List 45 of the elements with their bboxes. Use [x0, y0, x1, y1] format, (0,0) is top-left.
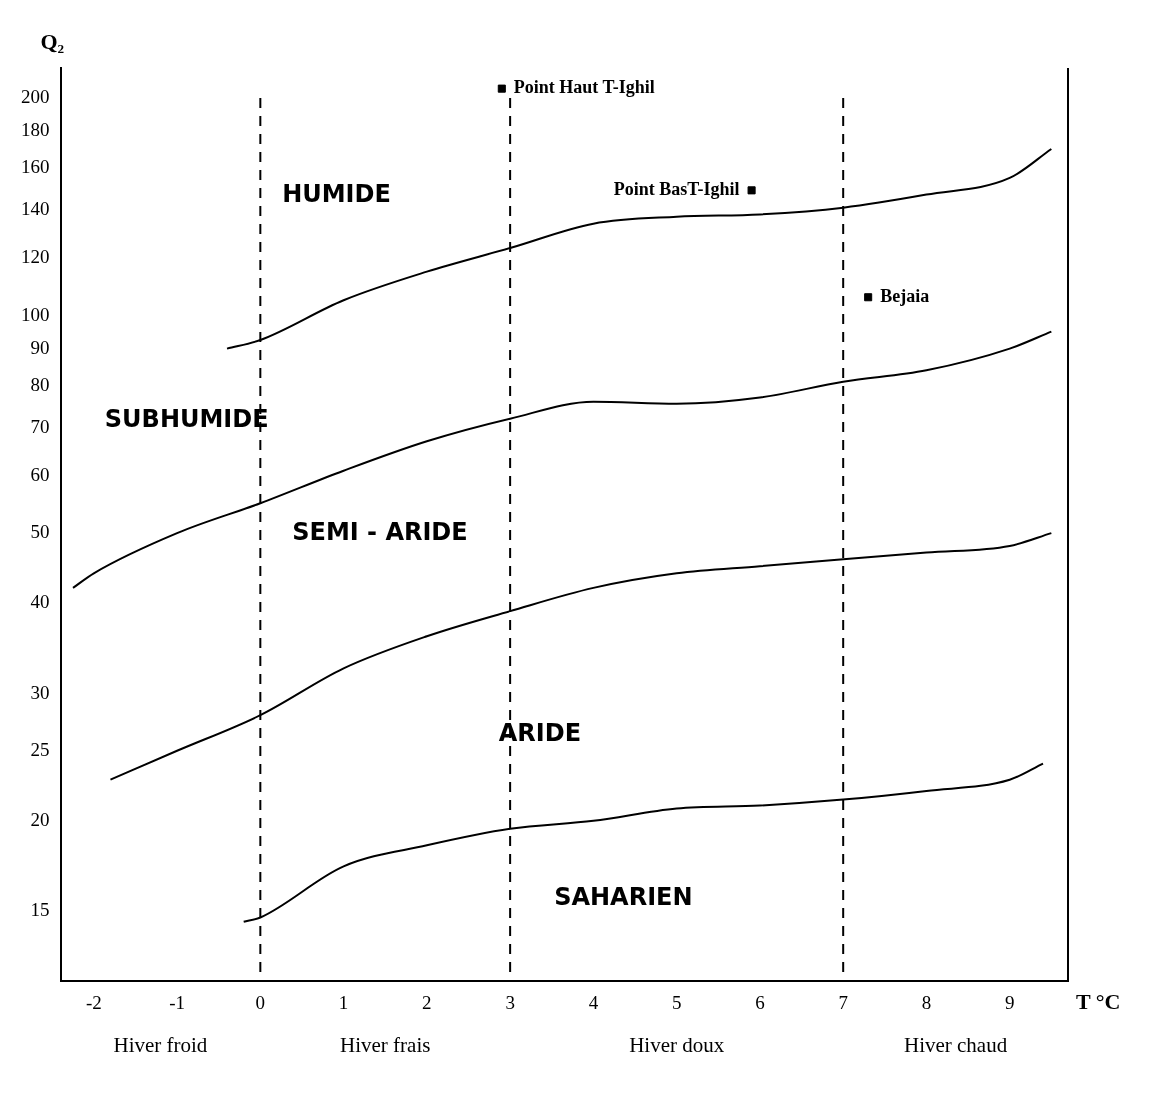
x-tick-label: 7: [838, 991, 848, 1013]
y-tick-label: 40: [30, 591, 50, 613]
text: Hiver frais: [340, 1032, 431, 1057]
x-tick-label: 5: [671, 991, 682, 1013]
y-tick-label: 200: [21, 85, 50, 107]
y-tick-label: 120: [21, 246, 50, 268]
series-label: Point BasT-Ighil: [613, 179, 740, 199]
point: [497, 84, 506, 93]
text: Hiver doux: [629, 1032, 725, 1057]
y-tick-label: 100: [21, 303, 50, 325]
x-tick-label: -2: [85, 991, 102, 1013]
y-tick-label: 30: [30, 681, 50, 703]
x-tick-label: 6: [755, 991, 765, 1013]
annotation: SUBHUMIDE: [104, 404, 269, 433]
point: [747, 186, 756, 195]
y-tick-label: 80: [30, 373, 50, 395]
x-tick-label: 1: [338, 991, 349, 1013]
x-tick-label: 8: [921, 991, 932, 1013]
y-axis-title: Q₂: [40, 28, 65, 54]
series-label: Bejaia: [880, 285, 930, 306]
y-tick-label: 70: [30, 415, 50, 437]
annotation: SAHARIEN: [554, 883, 693, 912]
annotation: HUMIDE: [282, 180, 391, 209]
annotation: SEMI - ARIDE: [292, 517, 468, 546]
y-tick-label: 160: [21, 155, 50, 177]
y-tick-label: 15: [30, 899, 50, 921]
y-tick-label: 60: [30, 463, 50, 485]
point: [864, 293, 873, 302]
x-tick-label: 9: [1004, 991, 1015, 1013]
x-tick-label: 2: [422, 991, 432, 1013]
y-tick-label: 20: [30, 808, 50, 830]
x-axis-title: T °C: [1076, 988, 1121, 1014]
y-tick-label: 180: [21, 118, 50, 140]
x-tick-label: 0: [255, 991, 266, 1013]
x-tick-label: 4: [588, 991, 599, 1013]
y-tick-label: 25: [30, 738, 50, 760]
text: Hiver chaud: [903, 1032, 1008, 1057]
y-tick-label: 90: [30, 336, 50, 358]
y-tick-label: 50: [30, 521, 50, 543]
x-tick-label: 3: [505, 991, 515, 1013]
series-label: Point Haut T-Ighil: [513, 77, 655, 98]
y-tick-label: 140: [21, 197, 50, 219]
x-tick-label: -1: [169, 991, 185, 1013]
text: Hiver froid: [113, 1032, 208, 1057]
annotation: ARIDE: [498, 718, 582, 747]
